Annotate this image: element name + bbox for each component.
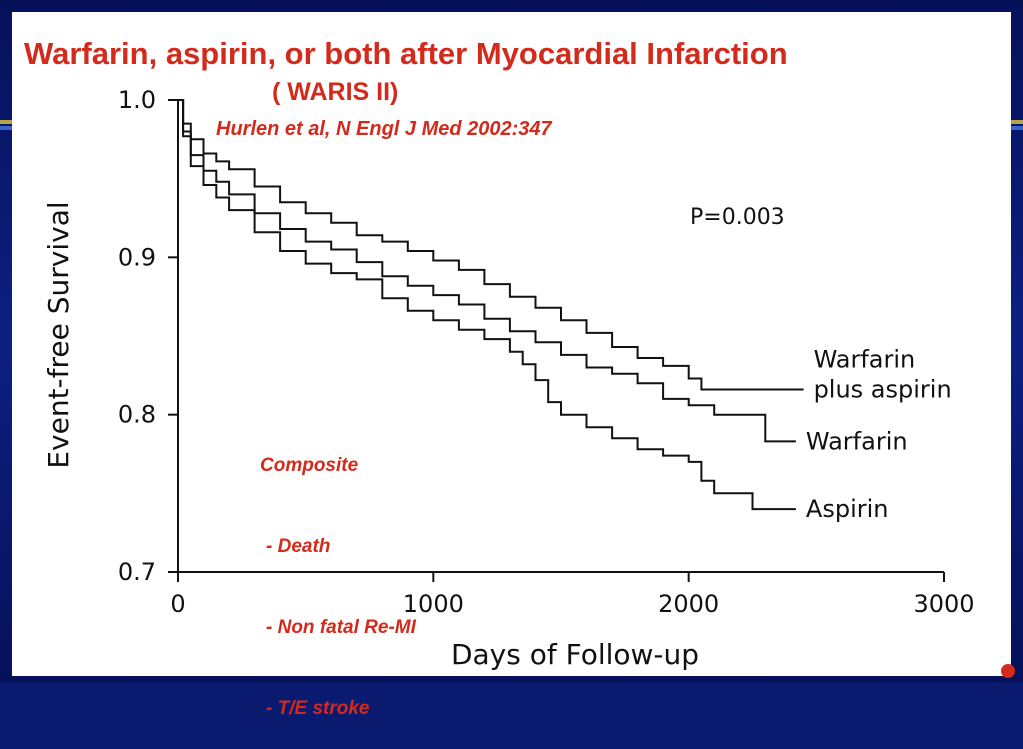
citation: Hurlen et al, N Engl J Med 2002:347: [216, 118, 552, 140]
x-tick-label: 1000: [403, 590, 464, 618]
y-axis-label: Event-free Survival: [42, 201, 75, 468]
y-tick-label: 1.0: [118, 86, 156, 114]
series-line-aspirin: [178, 99, 796, 511]
composite-item-death: - Death: [266, 536, 331, 557]
y-tick-label: 0.7: [118, 558, 156, 586]
slide-subtitle: ( WARIS II): [272, 78, 399, 106]
slide-title: Warfarin, aspirin, or both after Myocard…: [24, 36, 788, 71]
series-label-warfarin: Warfarin: [806, 427, 908, 455]
p-value-annotation: P=0.003: [690, 205, 785, 230]
chart-series-lines: [178, 99, 804, 511]
series-label-warfarin-plus-aspirin: Warfarin: [814, 345, 916, 373]
series-line-warfarin: [178, 99, 796, 443]
x-axis-label: Days of Follow-up: [451, 638, 699, 671]
series-label-warfarin-plus-aspirin: plus aspirin: [814, 375, 952, 403]
composite-heading: Composite: [260, 455, 359, 476]
y-tick-label: 0.8: [118, 401, 156, 429]
y-tick-label: 0.9: [118, 243, 156, 271]
x-tick-label: 2000: [658, 590, 719, 618]
composite-item-stroke: - T/E stroke: [266, 698, 370, 719]
composite-item-reinfarction: - Non fatal Re-MI: [266, 617, 416, 638]
x-tick-label: 0: [170, 590, 185, 618]
corner-logo-mark: [1001, 664, 1015, 678]
x-tick-label: 3000: [913, 590, 974, 618]
series-label-aspirin: Aspirin: [806, 495, 889, 523]
series-line-warfarin-plus-aspirin: [178, 99, 804, 391]
chart-axes: 0.7 0.8 0.9 1.0 0 1000 2000 3000: [118, 86, 975, 618]
composite-endpoint-note: Composite - Death - Non fatal Re-MI - T/…: [260, 398, 416, 749]
